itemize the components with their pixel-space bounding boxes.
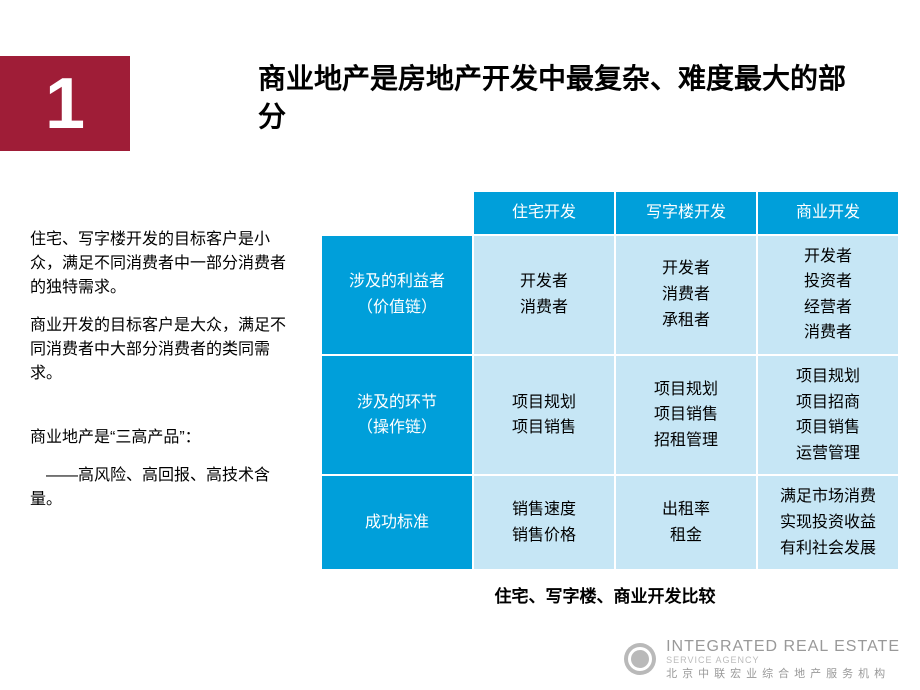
side-para-3a: 商业地产是“三高产品”： [30, 426, 290, 450]
table-row: 涉及的环节（操作链） 项目规划项目销售 项目规划项目销售招租管理 项目规划项目招… [322, 356, 898, 474]
footer-logo: INTEGRATED REAL ESTATE SERVICE AGENCY 北京… [624, 638, 900, 680]
table-corner [322, 192, 472, 234]
comparison-table-wrap: 住宅开发 写字楼开发 商业开发 涉及的利益者（价值链） 开发者消费者 开发者消费… [320, 190, 890, 571]
side-para-2: 商业开发的目标客户是大众，满足不同消费者中大部分消费者的类同需求。 [30, 314, 290, 386]
table-cell: 开发者消费者 [474, 236, 614, 354]
side-description: 住宅、写字楼开发的目标客户是小众，满足不同消费者中一部分消费者的独特需求。 商业… [30, 228, 290, 526]
table-body: 涉及的利益者（价值链） 开发者消费者 开发者消费者承租者 开发者投资者经营者消费… [322, 236, 898, 570]
table-cell: 开发者消费者承租者 [616, 236, 756, 354]
row-header: 成功标准 [322, 476, 472, 569]
table-cell: 项目规划项目销售 [474, 356, 614, 474]
table-caption: 住宅、写字楼、商业开发比较 [320, 582, 890, 607]
section-number-badge: 1 [0, 56, 130, 151]
row-header: 涉及的环节（操作链） [322, 356, 472, 474]
side-para-3b: ——高风险、高回报、高技术含量。 [30, 464, 290, 512]
footer-cn: 北京中联宏业综合地产服务机构 [666, 668, 900, 680]
footer-en-sub: SERVICE AGENCY [666, 656, 900, 666]
table-cell: 项目规划项目销售招租管理 [616, 356, 756, 474]
logo-icon [624, 643, 656, 675]
footer-en: INTEGRATED REAL ESTATE [666, 638, 900, 656]
page-title: 商业地产是房地产开发中最复杂、难度最大的部分 [258, 60, 858, 136]
table-row: 涉及的利益者（价值链） 开发者消费者 开发者消费者承租者 开发者投资者经营者消费… [322, 236, 898, 354]
table-cell: 销售速度销售价格 [474, 476, 614, 569]
side-para-1: 住宅、写字楼开发的目标客户是小众，满足不同消费者中一部分消费者的独特需求。 [30, 228, 290, 300]
table-cell: 项目规划项目招商项目销售运营管理 [758, 356, 898, 474]
comparison-table: 住宅开发 写字楼开发 商业开发 涉及的利益者（价值链） 开发者消费者 开发者消费… [320, 190, 900, 571]
col-header: 商业开发 [758, 192, 898, 234]
col-header: 写字楼开发 [616, 192, 756, 234]
col-header: 住宅开发 [474, 192, 614, 234]
table-cell: 开发者投资者经营者消费者 [758, 236, 898, 354]
footer-text: INTEGRATED REAL ESTATE SERVICE AGENCY 北京… [666, 638, 900, 680]
table-cell: 出租率租金 [616, 476, 756, 569]
table-cell: 满足市场消费实现投资收益有利社会发展 [758, 476, 898, 569]
row-header: 涉及的利益者（价值链） [322, 236, 472, 354]
table-row: 成功标准 销售速度销售价格 出租率租金 满足市场消费实现投资收益有利社会发展 [322, 476, 898, 569]
section-number: 1 [45, 63, 85, 145]
